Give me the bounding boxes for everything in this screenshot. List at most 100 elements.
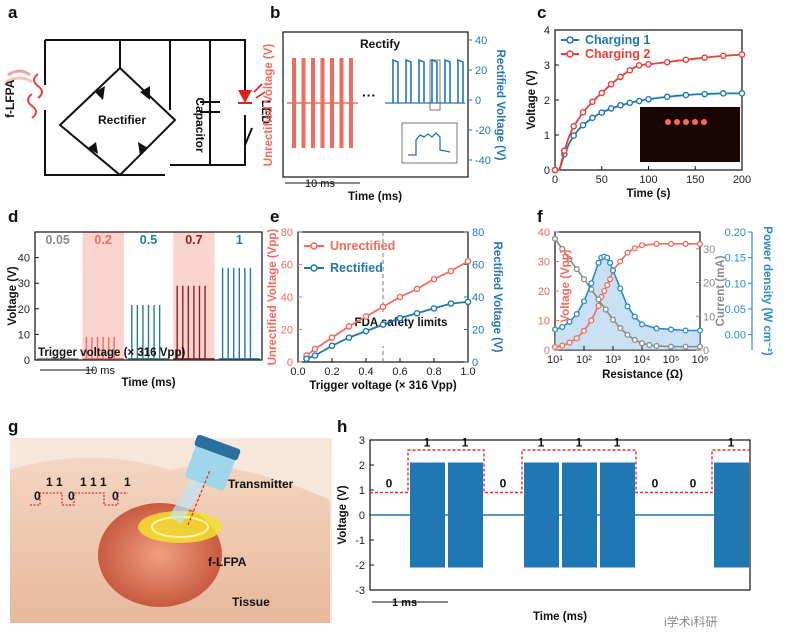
b-scale-label: 10 ms xyxy=(305,178,335,190)
e-rtick-label: 0 xyxy=(472,357,478,369)
b-unrect-burst xyxy=(301,58,306,148)
c-series-0-point xyxy=(720,90,727,97)
h-burst xyxy=(562,462,597,568)
g-bit-label: 0 xyxy=(34,489,41,503)
d-trigger-label: Trigger voltage (× 316 Vpp) xyxy=(38,347,185,359)
h-burst xyxy=(714,462,749,568)
e-series-0-point xyxy=(413,285,421,293)
panel-d-letter: d xyxy=(8,207,18,226)
e-series-1-point xyxy=(447,300,455,307)
f-series-1-point xyxy=(624,331,631,338)
h-bit-label: 0 xyxy=(690,477,697,491)
f-series-2-point xyxy=(580,298,588,305)
b-rtick-label: 20 xyxy=(475,65,487,77)
f-series-2-point xyxy=(631,313,638,320)
receiver-coil xyxy=(138,511,222,543)
f-ytick-label: 20 xyxy=(538,286,550,298)
f-series-2-point xyxy=(607,259,614,266)
c-series-0-point xyxy=(682,91,690,99)
f-xtick-label: 10² xyxy=(576,354,592,366)
b-unrect-burst xyxy=(330,58,334,148)
f-series-1-point xyxy=(580,276,588,283)
b-rtick-label: 40 xyxy=(475,35,487,47)
f-xtick-label: 10⁶ xyxy=(692,354,709,366)
b-unrect-burst xyxy=(311,58,315,148)
f-series-1-point xyxy=(609,316,617,323)
c-legend-label: Charging 1 xyxy=(585,33,650,47)
f-series-2-point xyxy=(609,267,617,274)
h-ytick-label: -1 xyxy=(355,535,365,547)
c-xtick-label: 100 xyxy=(639,174,657,186)
c-series-0-point xyxy=(617,101,624,109)
c-led-photo xyxy=(640,107,740,162)
c-ytick-label: 4 xyxy=(544,25,550,37)
panel-e: e 0.0 0.2 0.4 0.6 0.8 1.0020406080020406080FD… xyxy=(267,207,503,392)
panel-h: h -3 -2 -1 0 1 2 3 Voltage (V) 0 1 1 0 1 1 1 0 0 1 1 ms Tim… xyxy=(337,417,751,623)
f-series-1-point xyxy=(696,343,704,350)
f-series-2-point xyxy=(573,311,580,318)
e-series-1-point xyxy=(396,314,404,322)
e-series-1-point xyxy=(345,334,353,341)
c-series-0-point xyxy=(589,114,596,122)
e-ylabel: Unrectified Voltage (Vpp) xyxy=(267,229,279,366)
f-ylabel-right: Power density (W cm⁻²) xyxy=(761,226,773,356)
d-group-label: 0.5 xyxy=(140,233,157,247)
f-series-2-point xyxy=(696,327,704,334)
d-scale-label: 10 ms xyxy=(85,365,115,377)
f-xtick-label: 10³ xyxy=(605,354,621,366)
f-series-1-point xyxy=(667,343,675,350)
e-series-0-point xyxy=(328,334,336,341)
c-led-glow xyxy=(701,119,707,125)
b-unrect-burst xyxy=(349,58,353,148)
f-series-2-point xyxy=(667,326,675,333)
panel-c: c 0 50 100 150 200 0 1 2 3 4 Time (s) Voltage (V) Ch… xyxy=(526,3,751,200)
f-series-0-point xyxy=(617,258,624,265)
h-ytick-label: 1 xyxy=(359,485,365,497)
f-series-1-point xyxy=(566,255,573,263)
g-bit-label: 1 xyxy=(90,475,97,489)
transmitter-device xyxy=(185,434,241,491)
panel-b-letter: b xyxy=(270,3,280,22)
f-series-0-point xyxy=(607,276,614,283)
c-led-glow xyxy=(665,119,671,125)
f-series-2-point xyxy=(638,321,646,328)
f-xlabel: Resistance (Ω) xyxy=(602,369,683,381)
e-series-0-point xyxy=(345,322,353,330)
g-bit-label: 1 xyxy=(46,475,53,489)
c-series-1-point xyxy=(720,52,727,60)
e-series-0-point xyxy=(430,275,438,283)
panel-b-waveforms xyxy=(287,58,465,148)
panel-h-letter: h xyxy=(337,417,347,436)
d-ytick-label: 0 xyxy=(24,355,30,367)
e-series-1-point xyxy=(379,321,387,328)
b-unrect-burst xyxy=(292,58,296,148)
e-series-1-point xyxy=(430,305,438,312)
e-legend-marker xyxy=(310,242,318,250)
f-xtick-label: 10⁵ xyxy=(663,354,680,366)
e-rtick-label: 80 xyxy=(472,227,484,239)
e-series-0-point xyxy=(379,303,387,311)
transmitter-label: Transmitter xyxy=(228,477,294,491)
e-series-0-point xyxy=(447,267,455,275)
f-ylabel: Voltage (Vpp) xyxy=(560,249,572,322)
f-series-1-point xyxy=(638,340,646,347)
e-ytick-label: 20 xyxy=(281,325,293,337)
capacitor-label: Capacitor xyxy=(193,97,207,153)
c-legend-label: Charging 2 xyxy=(585,47,650,61)
f-rtick-label: 0.05 xyxy=(725,304,746,316)
h-bit-label: 1 xyxy=(538,435,545,449)
f-series-0-point xyxy=(604,282,611,289)
panel-g-letter: g xyxy=(8,417,18,436)
f-series-0-point xyxy=(682,240,689,247)
panel-c-letter: c xyxy=(537,3,546,22)
g-bit-label: 0 xyxy=(68,489,75,503)
b-rect-pulse xyxy=(431,58,438,103)
f-series-2-point xyxy=(682,327,689,334)
c-series-0-line xyxy=(554,92,742,171)
c-series-0-point xyxy=(645,96,652,103)
e-series-1-point xyxy=(311,352,319,359)
b-rtick-label: -20 xyxy=(475,125,491,137)
dots-label: ··· xyxy=(362,87,376,103)
